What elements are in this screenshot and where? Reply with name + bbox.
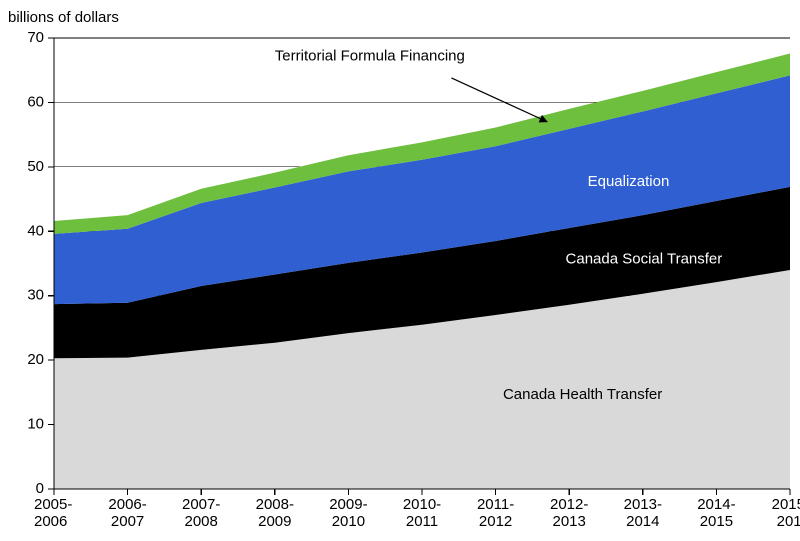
- y-axis-title: billions of dollars: [8, 9, 119, 26]
- y-tick-label: 60: [27, 93, 44, 110]
- chart-container: 0 10 20 30 40 50 60 70 2005-2006 2006-2007 2007-20…: [0, 0, 800, 541]
- x-tick-label: 2006-2007: [108, 496, 146, 530]
- x-tick-label: 2008-2009: [256, 496, 294, 530]
- x-tick-label: 2012-2013: [550, 496, 588, 530]
- series-label-cst: Canada Social Transfer: [566, 251, 723, 268]
- y-tick-label: 20: [27, 351, 44, 368]
- y-tick-label: 0: [36, 480, 44, 497]
- x-tick-label: 2005-2006: [34, 496, 72, 530]
- y-tick-label: 30: [27, 287, 44, 304]
- y-tick-label: 70: [27, 29, 44, 46]
- x-tick-label: 2014-2015: [697, 496, 735, 530]
- stacked-area-chart: 0 10 20 30 40 50 60 70 2005-2006 2006-2007 2007-20…: [0, 0, 800, 541]
- series-label-eq: Equalization: [588, 173, 670, 190]
- series-label-tff: Territorial Formula Financing: [275, 48, 465, 65]
- x-tick-label: 2015-2016: [772, 496, 800, 530]
- y-tick-label: 40: [27, 222, 44, 239]
- y-tick-label: 50: [27, 158, 44, 175]
- series-label-cht: Canada Health Transfer: [503, 386, 662, 403]
- y-tick-label: 10: [27, 416, 44, 433]
- x-tick-label: 2013-2014: [624, 496, 662, 530]
- x-tick-label: 2011-2012: [477, 496, 514, 530]
- x-tick-label: 2009-2010: [329, 496, 367, 530]
- x-tick-label: 2007-2008: [182, 496, 220, 530]
- x-tick-label: 2010-2011: [403, 496, 441, 530]
